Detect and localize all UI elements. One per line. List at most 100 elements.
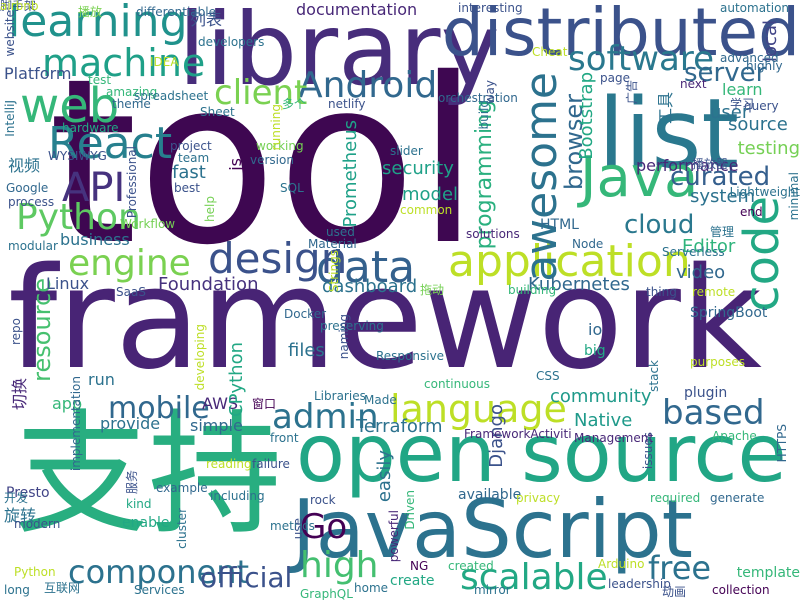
word-96: modular (8, 239, 58, 253)
word-30: scalable (460, 557, 608, 598)
word-125: 管理 (710, 225, 735, 239)
word-199: airbnb (0, 0, 39, 13)
word-52: testing (737, 138, 800, 159)
word-117: solutions (466, 227, 520, 241)
word-86: performance (636, 156, 739, 175)
word-82: 切换 (10, 378, 29, 411)
word-90: differentiable (136, 5, 216, 19)
word-31: free (648, 549, 712, 587)
word-129: next (680, 77, 707, 91)
word-102: Sheet (200, 105, 235, 119)
word-168: powerful (387, 510, 401, 563)
word-192: page (600, 71, 630, 85)
word-176: Services (134, 583, 185, 597)
word-136: Serverless (662, 245, 725, 259)
word-58: Platform (4, 64, 72, 83)
word-0: tool (48, 29, 480, 295)
word-154: HTTPS (775, 424, 789, 463)
word-167: Driven (403, 490, 417, 530)
word-130: advanced (720, 51, 779, 65)
word-107: version (250, 153, 294, 167)
word-111: netlify (328, 97, 366, 111)
word-116: Material (308, 237, 357, 251)
word-71: io (588, 320, 603, 339)
word-3: open source (296, 407, 787, 500)
word-195: Workflow (120, 217, 176, 231)
word-44: community (550, 386, 652, 407)
word-151: failure (252, 457, 290, 471)
word-100: IDEA (150, 55, 179, 69)
word-42: Terraform (356, 416, 443, 437)
word-147: Libraries (314, 389, 366, 403)
word-43: Native (574, 410, 633, 431)
word-148: Made (364, 393, 397, 407)
word-127: end (740, 205, 763, 219)
word-78: create (390, 573, 435, 589)
word-80: simple (190, 416, 243, 435)
word-140: continuous (424, 377, 490, 391)
word-69: CPython (226, 342, 247, 417)
word-17: design (208, 234, 348, 283)
word-2: library (178, 0, 500, 108)
word-110: 多个 (282, 97, 307, 111)
word-12: web (20, 78, 120, 134)
word-119: SaaS (116, 285, 146, 299)
word-164: privacy (516, 491, 561, 505)
word-108: working (256, 139, 304, 153)
word-98: amazing (106, 85, 158, 99)
word-183: leadership (608, 577, 671, 591)
word-144: naming (337, 314, 351, 360)
word-160: kind (126, 497, 152, 511)
word-49: Editor (682, 236, 736, 257)
word-101: developers (198, 35, 265, 49)
word-47: model (402, 184, 459, 205)
word-138: repo (9, 318, 23, 346)
word-123: thing (646, 285, 677, 299)
word-24: language (390, 387, 567, 431)
word-75: available (458, 487, 522, 503)
word-65: run (88, 370, 115, 389)
word-182: Arduino (598, 557, 645, 571)
word-26: admin (272, 397, 379, 437)
word-196: spreadsheet (134, 89, 209, 103)
word-39: Kubernetes (528, 274, 630, 295)
word-28: Go (300, 507, 348, 547)
word-76: enable (122, 515, 170, 531)
word-81: 旋转 (4, 506, 37, 525)
word-180: created (448, 559, 494, 573)
word-33: official (200, 561, 293, 594)
word-18: engine (68, 243, 191, 284)
word-163: rock (310, 493, 336, 507)
word-57: Bootstrap (576, 72, 597, 160)
word-9: Java (580, 145, 699, 210)
word-170: metrics (270, 519, 315, 533)
word-25: based (662, 393, 765, 433)
word-60: 视频 (8, 156, 41, 175)
word-103: project (170, 139, 212, 153)
word-146: implementation (69, 376, 83, 472)
word-185: collection (712, 583, 770, 597)
word-68: AWS (202, 394, 239, 413)
word-131: highly (746, 59, 783, 73)
word-32: component (68, 553, 250, 591)
word-85: plugin (684, 385, 728, 401)
word-120: Docker (284, 307, 327, 321)
word-122: building (508, 283, 557, 297)
word-4: JavaScript (292, 483, 694, 576)
word-152: reading (206, 457, 252, 471)
word-94: Google (6, 181, 49, 195)
word-34: server (684, 58, 767, 88)
word-51: system (690, 186, 756, 207)
word-156: Management (574, 431, 654, 445)
word-159: example (156, 481, 208, 495)
word-191: build (477, 100, 491, 130)
word-67: provide (100, 414, 161, 433)
word-109: SQL (280, 181, 304, 195)
word-166: generate (710, 491, 765, 505)
word-66: app (52, 394, 83, 413)
word-93: IntelliJ (3, 100, 17, 137)
word-91: website (3, 10, 17, 57)
word-1: framework (8, 238, 762, 401)
word-134: 播放器 (692, 157, 729, 171)
